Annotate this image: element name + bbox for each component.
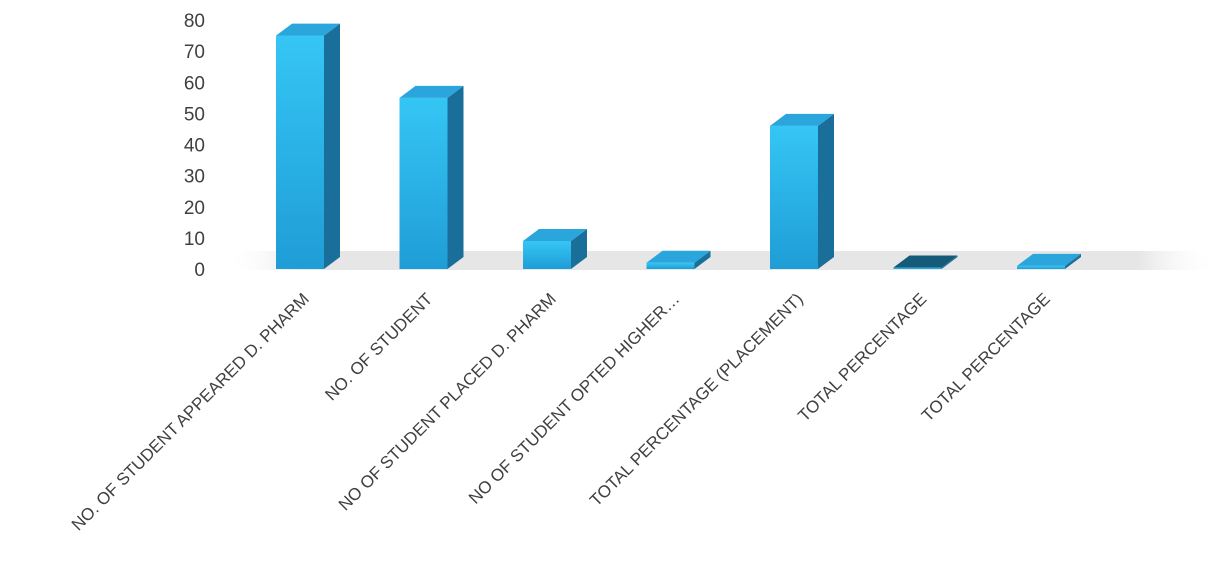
bar-front xyxy=(399,97,448,269)
x-category-label: TOTAL PERCENTAGE xyxy=(918,289,1054,425)
bar xyxy=(399,85,464,269)
bar-side xyxy=(818,113,834,269)
bar-side xyxy=(571,228,587,269)
y-tick-label: 0 xyxy=(194,260,205,281)
y-tick-label: 40 xyxy=(184,136,205,157)
bar-side xyxy=(447,85,464,269)
y-tick-label: 20 xyxy=(184,198,205,219)
bar-side xyxy=(1065,253,1081,269)
bar-top xyxy=(893,255,958,268)
bar-top xyxy=(646,250,711,263)
y-tick-label: 80 xyxy=(184,11,205,32)
bar-front xyxy=(893,267,942,269)
bar xyxy=(1017,253,1081,269)
x-category-label: TOTAL PERCENTAGE xyxy=(794,289,930,425)
bar-front xyxy=(276,35,324,269)
y-tick-label: 70 xyxy=(184,42,205,63)
bar-top xyxy=(399,85,464,98)
y-tick-label: 50 xyxy=(184,104,205,125)
chart-floor xyxy=(225,251,1218,270)
bar xyxy=(893,255,958,269)
y-axis: 0 10 20 30 40 50 60 70 80 xyxy=(184,11,205,281)
x-category-label: NO OF STUDENT OPTED HIGHER… xyxy=(465,289,683,507)
y-tick-label: 10 xyxy=(184,229,205,250)
bar-top xyxy=(1017,253,1081,266)
bar-top xyxy=(523,228,587,241)
bar xyxy=(770,113,834,269)
y-tick-label: 60 xyxy=(184,73,205,94)
bars xyxy=(276,23,1081,269)
x-category-label: TOTAL PERCENTAGE (PLACEMENT) xyxy=(586,289,807,510)
x-category-label: NO. OF STUDENT xyxy=(321,289,436,404)
bar-side xyxy=(694,250,711,269)
x-category-label: NO OF STUDENT PLACED D. PHARM xyxy=(335,289,560,514)
bar-front xyxy=(1017,265,1065,269)
bar-top xyxy=(770,113,834,126)
bar-front xyxy=(646,262,695,269)
bar-front xyxy=(770,125,818,269)
bar xyxy=(646,250,711,269)
y-tick-label: 30 xyxy=(184,167,205,188)
bar-front xyxy=(523,240,571,269)
bar-side xyxy=(941,255,958,269)
x-axis-labels: NO. OF STUDENT APPEARED D. PHARM NO. OF S… xyxy=(68,289,1054,534)
bar-side xyxy=(324,23,340,269)
bar-top xyxy=(276,23,340,36)
bar xyxy=(523,228,587,269)
bar xyxy=(276,23,340,269)
x-category-label: NO. OF STUDENT APPEARED D. PHARM xyxy=(68,289,313,534)
